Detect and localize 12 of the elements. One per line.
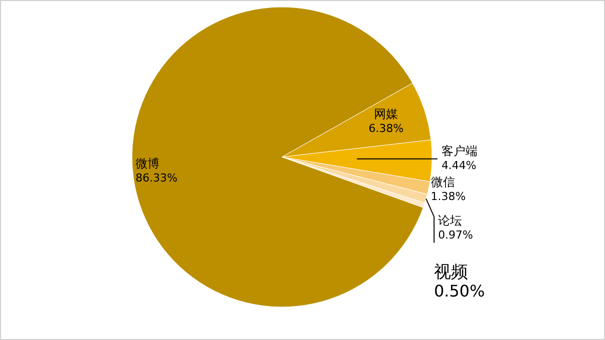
data-label: 86.33%: [136, 172, 178, 185]
slice-label: 微博: [136, 156, 160, 171]
data-label: 0.97%: [438, 228, 474, 242]
slice-label: 客户端: [441, 144, 478, 158]
data-label: 1.38%: [430, 190, 466, 203]
data-label: 4.44%: [441, 158, 476, 172]
data-label: 0.50%: [434, 281, 485, 300]
slice-label: 微信: [430, 174, 455, 189]
slice-label: 视频: [434, 262, 468, 282]
slice-label: 网媒: [374, 106, 398, 121]
slice-label: 论坛: [438, 214, 462, 228]
data-label: 6.38%: [368, 122, 404, 135]
